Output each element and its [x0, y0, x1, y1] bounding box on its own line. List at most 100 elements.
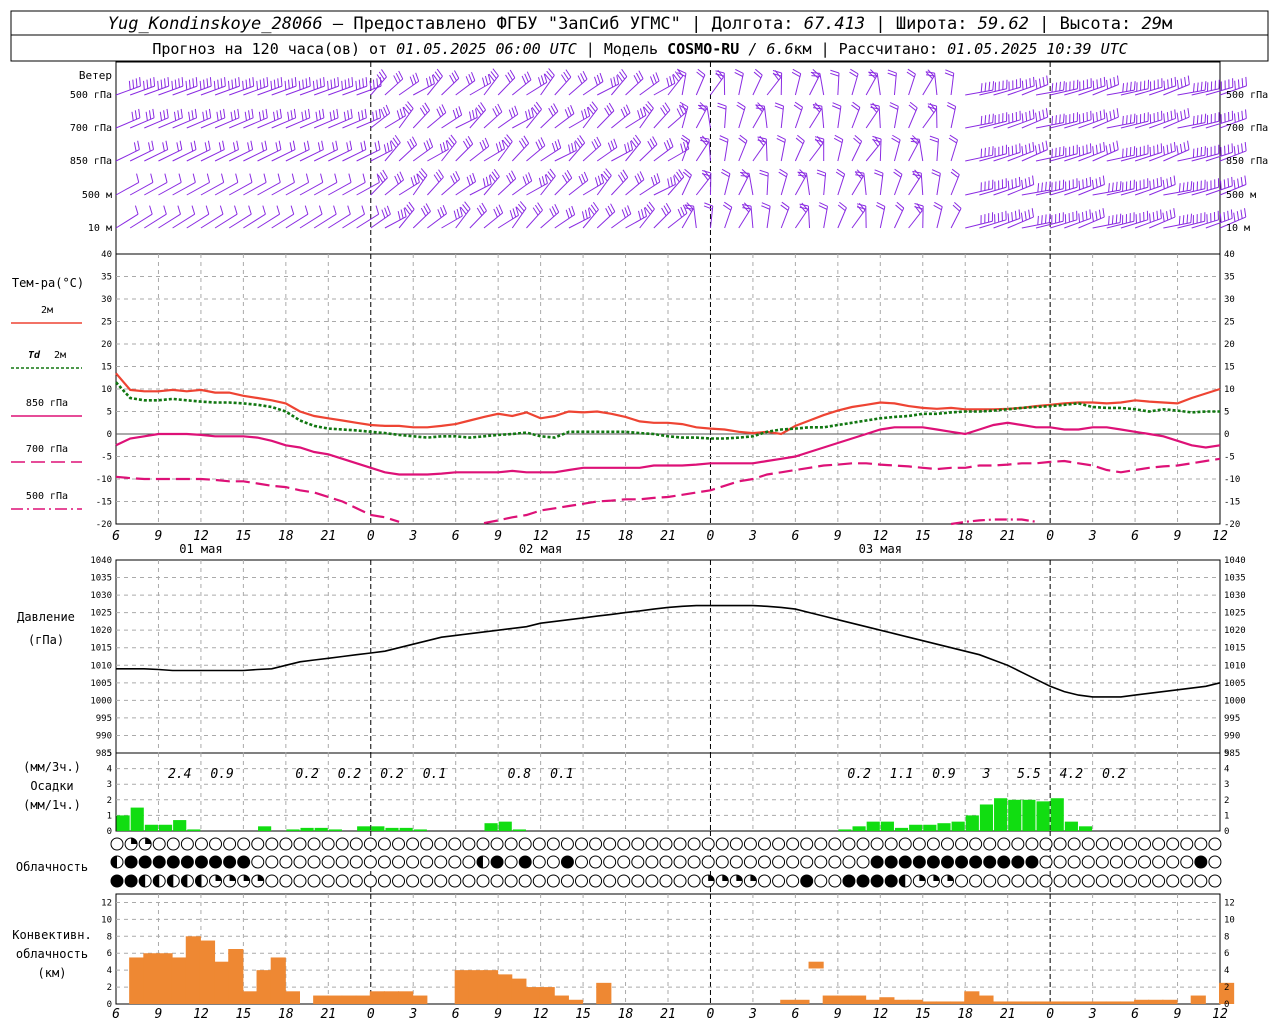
wind-barb-feather — [1182, 182, 1185, 192]
wind-barb-feather — [830, 69, 840, 74]
wind-barb-feather — [1099, 176, 1102, 187]
convective-bar — [978, 995, 994, 1004]
cloud-full — [124, 855, 138, 869]
cloud-clear — [1138, 855, 1152, 869]
wind-barb-feather — [984, 115, 987, 125]
wind-barb-feather — [420, 207, 427, 217]
wind-barb-shaft — [596, 211, 616, 229]
wind-barb-feather — [548, 107, 554, 117]
cloud-quarter — [215, 875, 222, 881]
conv-tick-left: 0 — [107, 1000, 112, 1010]
wind-barb-shaft — [172, 117, 197, 129]
wind-barb-shaft — [611, 177, 629, 196]
precip-bar — [965, 815, 979, 831]
wind-barb-shaft — [172, 181, 196, 196]
wind-barb-shaft — [1035, 188, 1064, 196]
wind-barb-shaft — [710, 76, 724, 96]
wind-barb-feather — [376, 78, 379, 88]
wind-barb-feather — [236, 140, 239, 150]
wind-barb-feather — [656, 173, 661, 183]
temp-tick-label-right: 30 — [1224, 295, 1235, 305]
wind-barb-feather — [1113, 109, 1116, 119]
wind-barb-feather — [538, 77, 542, 86]
cloud-quarter — [708, 875, 715, 881]
wind-barb-shaft — [1120, 88, 1149, 96]
convective-bar — [1049, 1001, 1065, 1004]
wind-barb-feather — [149, 205, 153, 215]
wind-barb-feather — [666, 77, 670, 87]
wind-barb-feather — [528, 172, 533, 182]
wind-barb-shaft — [1205, 119, 1233, 129]
wind-barb-feather — [669, 138, 674, 147]
wind-barb-feather — [1014, 210, 1017, 220]
wind-barb-feather — [348, 78, 350, 88]
wind-barb-feather — [264, 140, 268, 150]
wind-barb-feather — [151, 140, 155, 150]
wind-barb-feather — [832, 102, 842, 107]
convective-bar — [822, 995, 838, 1004]
wind-barb-feather — [1105, 112, 1109, 122]
wind-barb-shaft — [582, 144, 602, 162]
precip-bar — [399, 827, 413, 831]
wind-barb-feather — [424, 102, 431, 111]
wind-barbs — [115, 68, 1247, 229]
cloud-clear — [589, 855, 603, 869]
wind-barb-feather — [381, 209, 386, 219]
wind-barb-feather — [584, 209, 588, 219]
precip-bar — [880, 821, 894, 831]
wind-barb-feather — [1244, 141, 1247, 152]
wind-barb-feather — [546, 70, 553, 79]
cloud-clear — [617, 837, 631, 851]
conv-tick-right: 6 — [1224, 949, 1229, 959]
wind-barb-feather — [509, 69, 516, 78]
wind-barb-feather — [498, 141, 503, 151]
wind-barb-shaft — [328, 213, 351, 229]
cloud-clear — [575, 837, 589, 851]
convective-title-2: облачность — [16, 947, 88, 961]
wind-barb-feather — [684, 204, 694, 207]
wind-barb-feather — [1179, 143, 1183, 153]
cloud-clear — [251, 855, 265, 869]
wind-barb-feather — [164, 173, 168, 183]
wind-barb-feather — [305, 78, 308, 88]
wind-barb-feather — [740, 175, 750, 177]
wind-barb-shaft — [469, 82, 491, 96]
temp-tick-label-right: 0 — [1224, 430, 1229, 440]
wind-barb-feather — [814, 102, 822, 110]
temp-tick-label-right: -15 — [1224, 498, 1240, 508]
convective-bar — [935, 1001, 952, 1004]
wind-barb-feather — [445, 140, 449, 150]
pressure-tick-left: 1010 — [90, 661, 112, 671]
wind-barb-feather — [163, 110, 166, 120]
wind-barb-feather — [410, 177, 415, 186]
wind-barb-shaft — [1163, 116, 1190, 129]
cloud-clear — [490, 837, 504, 851]
wind-barb-shaft — [483, 212, 503, 229]
cloud-clear — [926, 837, 940, 851]
wind-barb-feather — [1059, 114, 1061, 124]
wind-barb-feather — [630, 140, 634, 150]
wind-barb-feather — [1237, 112, 1240, 122]
wind-barb-feather — [400, 209, 404, 219]
wind-barb-feather — [680, 137, 689, 144]
wind-barb-shaft — [497, 141, 513, 162]
wind-barb-feather — [1244, 208, 1247, 218]
wind-barb-feather — [404, 206, 411, 215]
wind-barb-feather — [630, 139, 637, 148]
temp-tick-label-right: 10 — [1224, 385, 1235, 395]
temp-tick-label-right: 25 — [1224, 318, 1235, 328]
wind-barb-feather — [593, 138, 599, 148]
wind-barb-feather — [1111, 215, 1114, 225]
wind-barb-feather — [293, 108, 297, 118]
cloud-clear — [392, 855, 406, 869]
wind-barb-feather — [870, 106, 880, 110]
cloud-clear — [631, 837, 645, 851]
wind-level-label-right: 500 м — [1226, 190, 1256, 201]
wind-barb-feather — [511, 170, 517, 179]
wind-barb-shaft — [807, 206, 811, 229]
hour-label-top: 9 — [494, 529, 502, 544]
wind-barb-shaft — [893, 139, 901, 162]
wind-barb-feather — [949, 134, 958, 141]
wind-barb-shaft — [597, 83, 619, 96]
wind-barb-feather — [199, 80, 202, 90]
